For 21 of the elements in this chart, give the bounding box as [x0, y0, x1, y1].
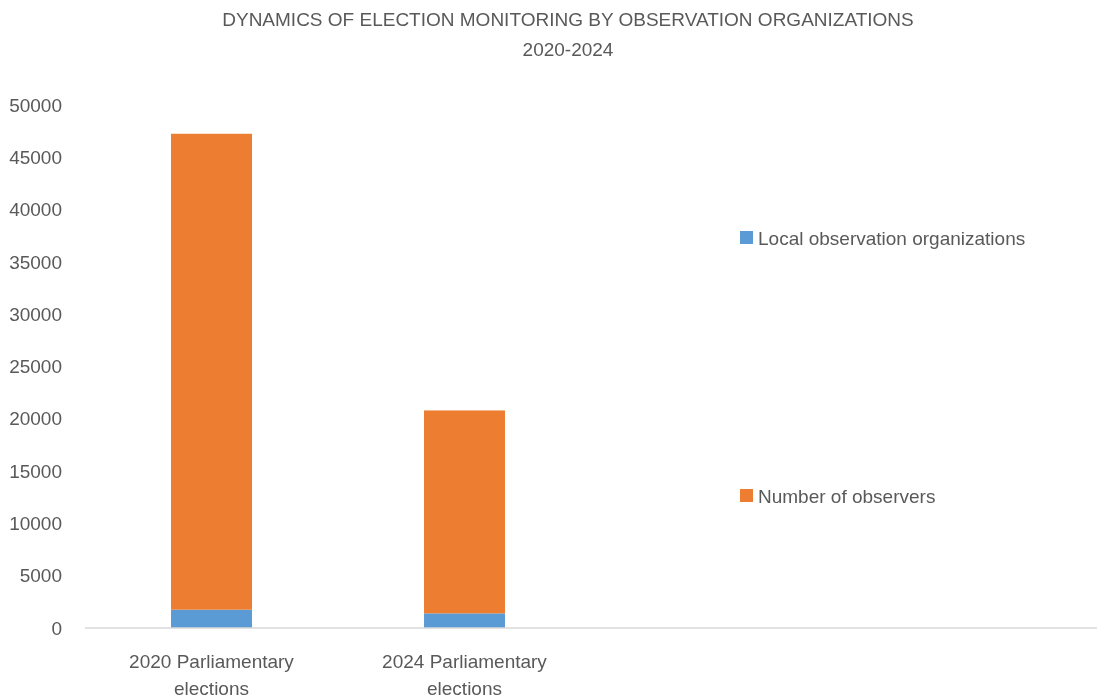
chart-subtitle: 2020-2024 — [522, 39, 614, 60]
y-tick-label: 50000 — [9, 94, 62, 116]
bar — [171, 609, 252, 628]
chart-title: DYNAMICS OF ELECTION MONITORING BY OBSERVATION ORGANIZATIONS — [222, 9, 914, 30]
y-tick-label: 35000 — [9, 251, 62, 273]
y-tick-label: 20000 — [9, 408, 62, 430]
y-tick-label: 5000 — [19, 565, 62, 587]
x-tick-label: 2024 Parliamentary elections — [382, 651, 548, 699]
bar — [424, 613, 505, 628]
y-tick-label: 0 — [51, 617, 62, 639]
x-tick-label: 2020 Parliamentary elections — [129, 651, 295, 699]
bar — [171, 133, 252, 610]
bar — [424, 410, 505, 614]
y-tick-label: 10000 — [9, 513, 62, 535]
legend-label: Local observation organizations — [758, 227, 1026, 249]
legend-label: Number of observers — [758, 485, 936, 507]
y-tick-label: 25000 — [9, 356, 62, 378]
y-tick-label: 30000 — [9, 303, 62, 325]
y-tick-label: 40000 — [9, 199, 62, 221]
y-tick-label: 15000 — [9, 460, 62, 482]
y-tick-label: 45000 — [9, 146, 62, 168]
